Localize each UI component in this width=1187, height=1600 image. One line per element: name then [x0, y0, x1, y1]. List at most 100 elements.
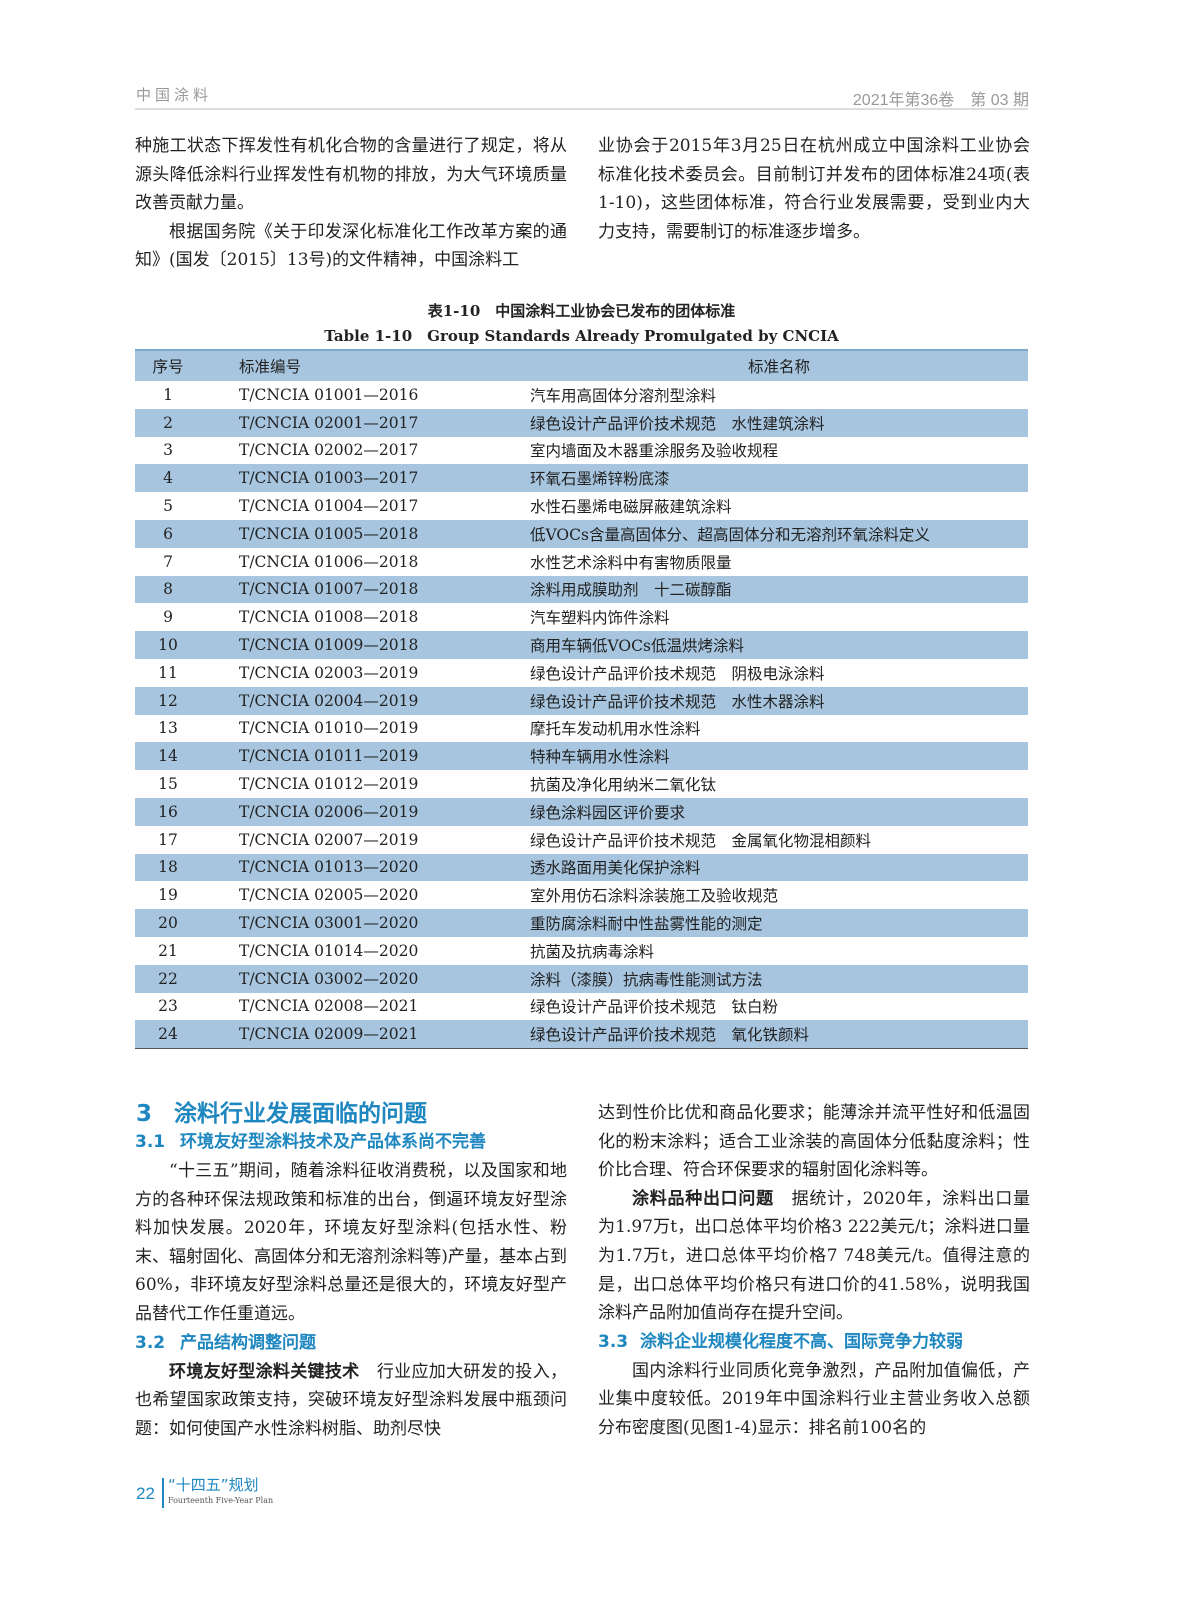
section-title: 涂料行业发展面临的问题 — [174, 1101, 427, 1127]
table-row: 4 T/CNCIA 01003—2017 环氧石墨烯锌粉底漆 — [135, 464, 1028, 493]
journal-name: 中国涂料 — [136, 86, 213, 104]
cell-name: 重防腐涂料耐中性盐雾性能的测定 — [530, 909, 1028, 937]
table-row: 21 T/CNCIA 01014—2020 抗菌及抗病毒涂料 — [135, 937, 1028, 965]
table-row: 2 T/CNCIA 02001—2017 绿色设计产品评价技术规范 水性建筑涂料 — [135, 408, 1028, 437]
cell-name: 绿色设计产品评价技术规范 阴极电泳涂料 — [530, 664, 825, 683]
cell-no: 5 — [163, 497, 173, 516]
cell-no: 17 — [158, 830, 178, 849]
cell-no: 2 — [135, 408, 201, 437]
cell-name: 绿色设计产品评价技术规范 钛白粉 — [530, 998, 779, 1017]
cell-code: T/CNCIA 01001—2016 — [239, 385, 419, 404]
paragraph: 涂料品种出口问题 据统计，2020年，涂料出口量为1.97万t，出口总体平均价格… — [598, 1185, 1030, 1328]
cell-code: T/CNCIA 01013—2020 — [201, 853, 530, 882]
paragraph: 业协会于2015年3月25日在杭州成立中国涂料工业协会标准化技术委员会。目前制订… — [598, 136, 1030, 242]
footer-subtitle: Fourteenth Five-Year Plan — [168, 1496, 274, 1505]
table-row: 11 T/CNCIA 02003—2019 绿色设计产品评价技术规范 阴极电泳涂料 — [135, 659, 1028, 687]
bottom-left-column: 3.1 环境友好型涂料技术及产品体系尚不完善 “十三五”期间，随着涂料征收消费税，… — [135, 1128, 567, 1443]
cell-no: 23 — [158, 997, 178, 1016]
paragraph: “十三五”期间，随着涂料征收消费税，以及国家和地方的各种环保法规政策和标准的出台… — [135, 1161, 567, 1324]
cell-name: 绿色设计产品评价技术规范 氧化铁颜料 — [530, 1020, 1028, 1050]
section-number: 3.1 — [135, 1132, 166, 1152]
paragraph: 国内涂料行业同质化竞争激烈，产品附加值偏低，产业集中度较低。2019年中国涂料行… — [598, 1360, 1030, 1438]
table-caption-en: Table 1-10 Group Standards Already Promu… — [324, 327, 839, 345]
section-number: 3.3 — [598, 1331, 629, 1352]
section-number: 3 — [136, 1101, 153, 1127]
paragraph-lead: 环境友好型涂料关键技术 — [169, 1361, 360, 1382]
section-3-2-heading: 3.2 产品结构调整问题 — [135, 1329, 567, 1358]
cell-no: 15 — [158, 775, 178, 794]
section-3-heading: 3 涂料行业发展面临的问题 — [136, 1094, 427, 1128]
cell-code: T/CNCIA 02009—2021 — [201, 1020, 530, 1050]
table-header-row: 序号 标准编号 标准名称 — [135, 349, 1028, 381]
cell-no: 7 — [163, 552, 173, 571]
table-row: 7 T/CNCIA 01006—2018 水性艺术涂料中有害物质限量 — [135, 548, 1028, 576]
cell-code: T/CNCIA 02002—2017 — [239, 441, 419, 460]
section-3-3-heading: 3.3 涂料企业规模化程度不高、国际竞争力较弱 — [598, 1328, 1030, 1357]
cell-name: 摩托车发动机用水性涂料 — [530, 720, 701, 739]
cell-no: 8 — [135, 575, 201, 604]
section-3-1-heading: 3.1 环境友好型涂料技术及产品体系尚不完善 — [135, 1128, 567, 1157]
cell-code: T/CNCIA 03001—2020 — [201, 909, 530, 937]
cell-no: 12 — [135, 686, 201, 715]
paragraph: 环境友好型涂料关键技术 行业应加大研发的投入，也希望国家政策支持，突破环境友好型… — [135, 1358, 567, 1444]
paragraph: 种施工状态下挥发性有机化合物的含量进行了规定，将从源头降低涂料行业挥发性有机物的… — [135, 136, 567, 214]
table-row: 12 T/CNCIA 02004—2019 绿色设计产品评价技术规范 水性木器涂料 — [135, 686, 1028, 715]
cell-code: T/CNCIA 03002—2020 — [201, 964, 530, 993]
cell-code: T/CNCIA 02005—2020 — [239, 886, 419, 905]
cell-no: 3 — [163, 441, 173, 460]
section-title: 产品结构调整问题 — [180, 1332, 316, 1353]
standards-table: 序号 标准编号 标准名称 1 T/CNCIA 01001—2016 汽车用高固体分溶… — [135, 349, 1028, 1050]
cell-name: 抗菌及抗病毒涂料 — [530, 942, 655, 961]
table-row: 18 T/CNCIA 01013—2020 透水路面用美化保护涂料 — [135, 853, 1028, 882]
footer-title: “十四五”规划 — [168, 1476, 259, 1494]
cell-no: 6 — [135, 519, 201, 548]
cell-name: 室外用仿石涂料涂装施工及验收规范 — [530, 887, 779, 906]
cell-no: 21 — [158, 941, 178, 960]
cell-no: 16 — [135, 797, 201, 826]
issue-info: 2021年第36卷 第 03 期 — [852, 92, 1029, 109]
table-row: 17 T/CNCIA 02007—2019 绿色设计产品评价技术规范 金属氧化物混相… — [135, 826, 1028, 854]
table-caption-cn: 表1-10 中国涂料工业协会已发布的团体标准 — [427, 302, 736, 320]
table-row: 23 T/CNCIA 02008—2021 绿色设计产品评价技术规范 钛白粉 — [135, 993, 1028, 1021]
cell-no: 18 — [135, 853, 201, 882]
cell-name: 绿色设计产品评价技术规范 水性木器涂料 — [530, 686, 1028, 715]
cell-code: T/CNCIA 01012—2019 — [239, 775, 419, 794]
cell-no: 11 — [158, 663, 178, 682]
cell-no: 9 — [163, 608, 173, 627]
cell-no: 20 — [135, 909, 201, 937]
paragraph: 达到性价比优和商品化要求；能薄涂并流平性好和低温固化的粉末涂料；适合工业涂装的高… — [598, 1103, 1030, 1181]
table-row: 5 T/CNCIA 01004—2017 水性石墨烯电磁屏蔽建筑涂料 — [135, 492, 1028, 520]
cell-code: T/CNCIA 02007—2019 — [239, 830, 419, 849]
paragraph-lead: 涂料品种出口问题 — [632, 1188, 774, 1209]
cell-name: 绿色设计产品评价技术规范 水性建筑涂料 — [530, 408, 1028, 437]
cell-no: 10 — [135, 631, 201, 659]
cell-name: 绿色设计产品评价技术规范 金属氧化物混相颜料 — [530, 831, 872, 850]
bottom-right-column: 达到性价比优和商品化要求；能薄涂并流平性好和低温固化的粉末涂料；适合工业涂装的高… — [598, 1099, 1030, 1443]
paragraph-text: 据统计，2020年，涂料出口量为1.97万t，出口总体平均价格3 222美元/t… — [598, 1188, 1031, 1324]
table-row: 8 T/CNCIA 01007—2018 涂料用成膜助剂 十二碳醇酯 — [135, 575, 1028, 604]
cell-name: 环氧石墨烯锌粉底漆 — [530, 464, 1028, 493]
col-header-no: 序号 — [135, 349, 201, 381]
cell-name: 涂料（漆膜）抗病毒性能测试方法 — [530, 964, 1028, 993]
table-row: 10 T/CNCIA 01009—2018 商用车辆低VOCs低温烘烤涂料 — [135, 631, 1028, 659]
cell-name: 抗菌及净化用纳米二氧化钛 — [530, 776, 717, 795]
cell-name: 绿色涂料园区评价要求 — [530, 797, 1028, 826]
cell-code: T/CNCIA 01004—2017 — [239, 497, 419, 516]
section-title: 涂料企业规模化程度不高、国际竞争力较弱 — [640, 1331, 963, 1352]
paragraph-text: 行业应加大研发的投入，也希望国家政策支持，突破环境友好型涂料发展中瓶颈问题：如何… — [135, 1361, 568, 1439]
cell-code: T/CNCIA 02001—2017 — [201, 408, 530, 437]
cell-no: 4 — [135, 464, 201, 493]
cell-code: T/CNCIA 02006—2019 — [201, 797, 530, 826]
cell-name: 水性石墨烯电磁屏蔽建筑涂料 — [530, 498, 732, 517]
cell-name: 汽车用高固体分溶剂型涂料 — [530, 386, 717, 405]
cell-code: T/CNCIA 01014—2020 — [239, 941, 419, 960]
table-row: 15 T/CNCIA 01012—2019 抗菌及净化用纳米二氧化钛 — [135, 770, 1028, 798]
cell-no: 24 — [135, 1020, 201, 1050]
cell-code: T/CNCIA 01011—2019 — [201, 742, 530, 771]
table-row: 1 T/CNCIA 01001—2016 汽车用高固体分溶剂型涂料 — [135, 381, 1028, 409]
page-number: 22 — [136, 1484, 155, 1503]
table-row: 14 T/CNCIA 01011—2019 特种车辆用水性涂料 — [135, 742, 1028, 771]
section-number: 3.2 — [135, 1332, 166, 1353]
cell-name: 室内墙面及木器重涂服务及验收规程 — [530, 442, 779, 461]
table-row: 24 T/CNCIA 02009—2021 绿色设计产品评价技术规范 氧化铁颜料 — [135, 1020, 1028, 1050]
